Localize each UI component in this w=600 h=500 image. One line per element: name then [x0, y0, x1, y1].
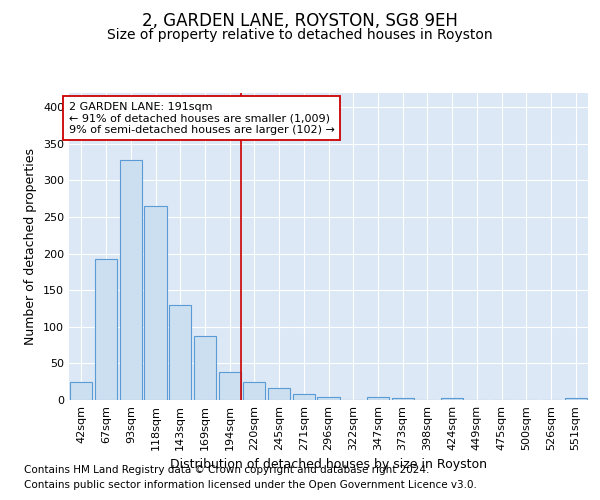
Text: Contains public sector information licensed under the Open Government Licence v3: Contains public sector information licen… [24, 480, 477, 490]
Bar [317, 397, 340, 400]
Bar [119, 160, 142, 400]
Bar [392, 398, 414, 400]
Bar [169, 305, 191, 400]
Bar [367, 397, 389, 400]
Bar [218, 372, 241, 400]
X-axis label: Distribution of detached houses by size in Royston: Distribution of detached houses by size … [170, 458, 487, 471]
Bar [565, 398, 587, 400]
Bar [243, 382, 265, 400]
Bar [95, 258, 117, 400]
Bar [145, 206, 167, 400]
Y-axis label: Number of detached properties: Number of detached properties [25, 148, 37, 345]
Text: Contains HM Land Registry data © Crown copyright and database right 2024.: Contains HM Land Registry data © Crown c… [24, 465, 430, 475]
Bar [194, 336, 216, 400]
Bar [70, 382, 92, 400]
Text: 2, GARDEN LANE, ROYSTON, SG8 9EH: 2, GARDEN LANE, ROYSTON, SG8 9EH [142, 12, 458, 30]
Text: Size of property relative to detached houses in Royston: Size of property relative to detached ho… [107, 28, 493, 42]
Text: 2 GARDEN LANE: 191sqm
← 91% of detached houses are smaller (1,009)
9% of semi-de: 2 GARDEN LANE: 191sqm ← 91% of detached … [69, 102, 335, 135]
Bar [268, 388, 290, 400]
Bar [293, 394, 315, 400]
Bar [441, 398, 463, 400]
